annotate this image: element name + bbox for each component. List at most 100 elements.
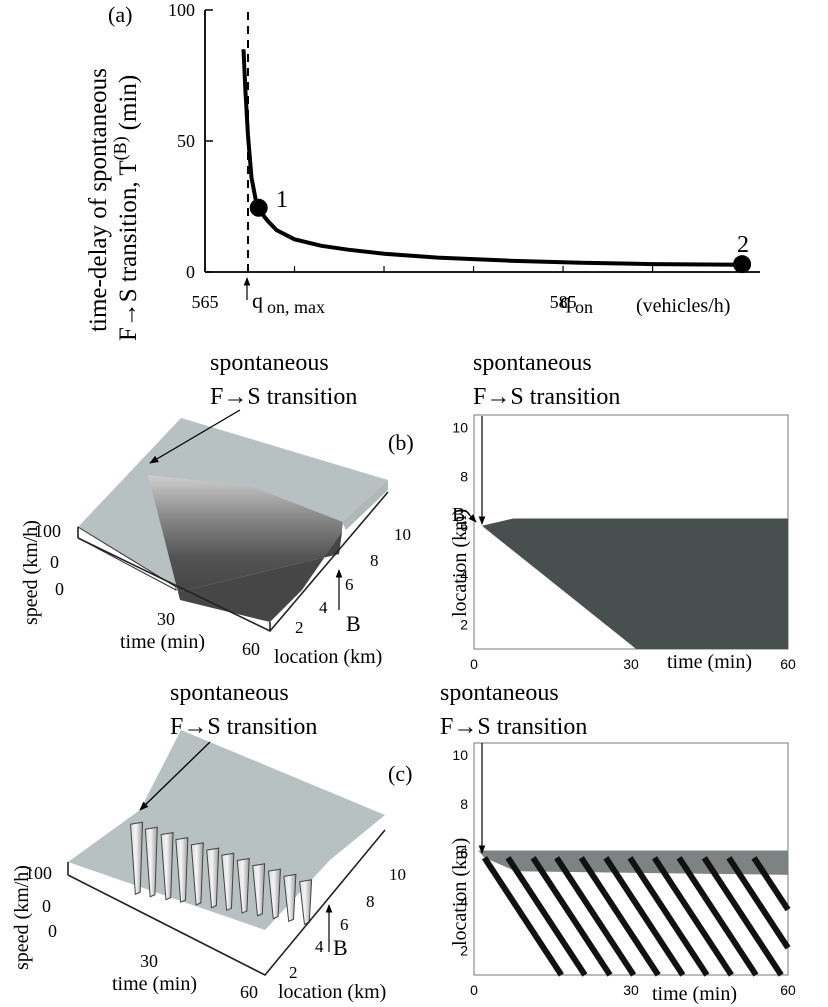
panel-c-map-moving-jam xyxy=(554,856,637,977)
panel-b-map-x-ticks: 0 30 60 xyxy=(470,656,796,672)
panel-a-x-ticks: 565 585 xyxy=(192,266,743,312)
panel-c-speed-tick-0: 0 xyxy=(42,896,51,916)
panel-c-map-moving-jam xyxy=(701,856,784,977)
panel-a-point-2-label: 2 xyxy=(737,232,749,258)
panel-b-3d-arrow xyxy=(149,409,241,464)
panel-a-label: (a) xyxy=(108,2,132,27)
panel-b-time-tick-30: 30 xyxy=(157,609,175,629)
panel-c-map-moving-jam xyxy=(578,856,661,977)
panel-b-speed-tick-0: 0 xyxy=(50,552,59,572)
panel-a-xlabel-unit: (vehicles/h) xyxy=(636,295,730,317)
panel-c-3d-jam-spike xyxy=(144,826,158,898)
panel-c-3d-jam-spike xyxy=(130,821,144,895)
panel-c-3d-jam-spike xyxy=(160,832,174,901)
panel-b-speed-label: speed (km/h) xyxy=(20,520,42,625)
panel-a-delay-curve xyxy=(241,49,743,267)
panel-c-map-x-tick-label: 0 xyxy=(470,982,478,998)
panel-a-y-tick-label: 50 xyxy=(177,131,195,151)
panel-a-y-ticks: 0 50 100 xyxy=(168,0,213,282)
panel-b-3d: spontaneous F→S transition (b) 100 0 0 3… xyxy=(20,350,414,668)
panel-b-map-x-tick-label: 30 xyxy=(623,656,639,672)
panel-c-bottleneck-label: B xyxy=(333,935,348,960)
panel-c-map-moving-jam xyxy=(530,856,613,977)
panel-b-label: (b) xyxy=(388,430,414,455)
panel-c-time-tick-60: 60 xyxy=(240,982,258,1002)
panel-c-map-title-line1: spontaneous xyxy=(440,680,559,706)
panel-c-map-x-ticks: 0 30 60 xyxy=(470,982,796,998)
panel-c-3d-jam-spike xyxy=(221,852,235,912)
panel-b-map-x-tick-label: 60 xyxy=(780,656,796,672)
panel-b-map-y-ticks: 10 8 6 4 2 xyxy=(452,419,468,632)
panel-b-loc-tick-4: 4 xyxy=(319,598,328,617)
panel-a-ylabel-line1: time-delay of spontaneous xyxy=(85,68,112,332)
panel-c-map-title-line2: F→S transition xyxy=(440,714,587,740)
panel-a-point-2 xyxy=(733,255,752,274)
panel-c-3d-jam-spike xyxy=(236,857,250,914)
panel-c-map-y-tick-label: 10 xyxy=(452,747,468,763)
panel-b-3d-title-line2: F→S transition xyxy=(210,384,357,410)
panel-c-3d-jam-spike xyxy=(175,837,189,903)
panel-b-congested-region xyxy=(481,518,788,649)
panel-b-map-y-tick-label: 2 xyxy=(460,616,468,632)
panel-c-map-y-tick-label: 6 xyxy=(460,845,468,861)
panel-c-location-label: location (km) xyxy=(278,981,386,1003)
panel-b-map-y-tick-label: 6 xyxy=(460,518,468,534)
panel-c-map-moving-jam xyxy=(505,856,588,977)
panel-c-map-y-tick-label: 2 xyxy=(460,943,468,959)
panel-c-3d-jam-spike xyxy=(206,847,220,909)
panel-b-map-bottleneck-arrow xyxy=(464,509,477,523)
panel-c-loc-tick-10: 10 xyxy=(389,865,406,884)
panel-c-map-y-ticks: 10 8 6 4 2 xyxy=(452,747,468,958)
panel-b-loc-tick-8: 8 xyxy=(370,551,379,570)
panel-c-map-moving-jam xyxy=(751,856,791,912)
panel-c-3d-arrow xyxy=(139,741,211,811)
panel-a-point-1-label: 1 xyxy=(276,187,288,213)
panel-c-base-frame xyxy=(67,829,386,977)
panel-b-map-y-tick-label: 8 xyxy=(460,469,468,485)
panel-b-location-label: location (km) xyxy=(274,646,382,668)
panel-b-time-tick-60: 60 xyxy=(242,639,260,659)
panel-c-moving-jam-spikes xyxy=(130,821,313,925)
panel-b-map-ylabel: location (km) xyxy=(449,509,471,617)
panel-c-map-y-tick-label: 4 xyxy=(460,894,468,910)
panel-a-point-1 xyxy=(249,198,268,217)
panel-a-ylabel-line2: F→S transition, T(B)(min) xyxy=(110,75,142,341)
panel-c-map-moving-jam xyxy=(726,856,791,950)
panel-c-time-label: time (min) xyxy=(112,973,197,995)
panel-b-time-tick-0: 0 xyxy=(55,579,64,599)
panel-b-3d-title-line1: spontaneous xyxy=(210,350,329,376)
panel-b-time-label: time (min) xyxy=(120,631,205,653)
panel-c-time-tick-0: 0 xyxy=(48,921,57,941)
panel-c-speed-tick-100: 100 xyxy=(25,863,52,883)
panel-c-map-y-tick-label: 8 xyxy=(460,796,468,812)
panel-c-map-ylabel: location (km) xyxy=(449,838,471,946)
panel-b-map-title-line1: spontaneous xyxy=(473,350,592,376)
panel-b-map-title-line2: F→S transition xyxy=(473,384,620,410)
panel-c-map-moving-jam xyxy=(627,856,710,977)
panel-c-time-tick-30: 30 xyxy=(140,951,158,971)
panel-c-3d-jam-spike xyxy=(267,868,281,920)
panel-c-3d-jam-spike xyxy=(299,879,313,925)
panel-a-x-tick-label: 565 xyxy=(192,292,219,312)
panel-b-congested-wall xyxy=(342,480,388,530)
panel-c-map-x-tick-label: 60 xyxy=(780,982,796,998)
panel-b-map-bottleneck-label: B xyxy=(452,504,465,526)
panel-b-loc-tick-2: 2 xyxy=(295,618,304,637)
panel-b-base-frame xyxy=(77,491,389,632)
panel-b-speed-tick-100: 100 xyxy=(34,521,61,541)
panel-b-loc-tick-10: 10 xyxy=(394,525,411,544)
panel-b-map-y-tick-label: 4 xyxy=(460,567,468,583)
panel-c-3d-jam-spike xyxy=(252,863,266,917)
panel-c-map-jams xyxy=(478,850,791,977)
panel-a-y-tick-label: 0 xyxy=(186,262,195,282)
panel-c-map-moving-jam xyxy=(603,856,686,977)
panel-a-y-tick-label: 100 xyxy=(168,0,195,20)
panel-a: (a) 0 50 100 565 585 q on, max q on (vehicles… xyxy=(85,0,760,341)
panel-a-x-tick-label: 585 xyxy=(550,292,577,312)
panel-c-map-moving-jam xyxy=(651,856,734,977)
panel-c-map-xlabel: time (min) xyxy=(652,983,737,1005)
panel-c-map-moving-jam xyxy=(481,856,564,977)
